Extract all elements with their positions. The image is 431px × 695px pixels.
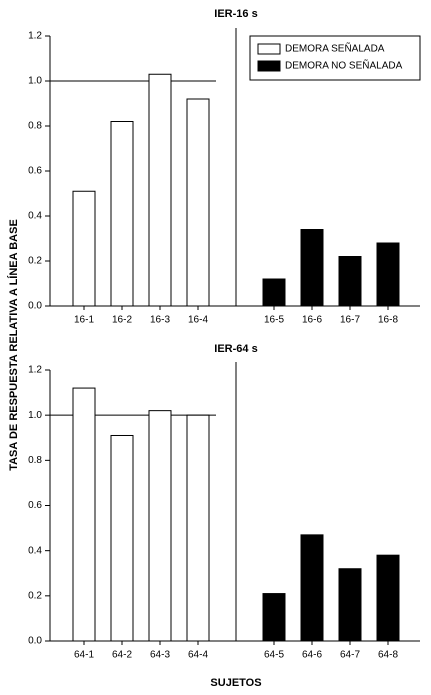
x-tick-label: 64-1 — [74, 650, 94, 661]
x-tick-label: 16-3 — [150, 315, 170, 326]
bar — [376, 242, 400, 307]
x-tick-label: 16-7 — [340, 315, 360, 326]
legend-label: DEMORA SEÑALADA — [285, 42, 385, 55]
x-tick-label: 64-4 — [188, 650, 208, 661]
legend-swatch — [257, 60, 281, 72]
chart-title: IER-16 s — [214, 8, 257, 20]
y-tick-label: 1.2 — [28, 31, 42, 42]
y-tick-label: 0.8 — [28, 455, 42, 466]
bar — [148, 410, 172, 642]
y-axis-label: TASA DE RESPUESTA RELATIVA A LÍNEA BASE — [7, 219, 20, 471]
bar — [262, 593, 286, 642]
y-tick-label: 0.2 — [28, 590, 42, 601]
x-tick-label: 64-5 — [264, 650, 284, 661]
legend-swatch — [257, 43, 281, 55]
y-tick-label: 1.2 — [28, 365, 42, 376]
y-tick-label: 0.6 — [28, 166, 42, 177]
x-tick-label: 64-3 — [150, 650, 170, 661]
x-tick-label: 64-8 — [378, 650, 398, 661]
bar — [110, 121, 134, 307]
y-tick-label: 0.4 — [28, 211, 42, 222]
y-tick-label: 0.6 — [28, 500, 42, 511]
bar — [186, 98, 210, 307]
x-tick-label: 16-4 — [188, 315, 208, 326]
legend-box — [249, 35, 421, 81]
x-tick-label: 64-2 — [112, 650, 132, 661]
bar — [300, 229, 324, 307]
y-tick-label: 0.8 — [28, 121, 42, 132]
x-tick-label: 16-2 — [112, 315, 132, 326]
y-tick-label: 0.0 — [28, 301, 42, 312]
legend-label: DEMORA NO SEÑALADA — [285, 59, 403, 72]
y-tick-label: 0.2 — [28, 256, 42, 267]
x-tick-label: 64-7 — [340, 650, 360, 661]
x-tick-label: 16-1 — [74, 315, 94, 326]
bar — [262, 278, 286, 307]
x-tick-label: 64-6 — [302, 650, 322, 661]
x-tick-label: 16-5 — [264, 315, 284, 326]
bar — [300, 534, 324, 642]
bar — [338, 256, 362, 307]
bar — [338, 568, 362, 642]
bar — [72, 190, 96, 307]
bar — [148, 73, 172, 307]
y-tick-label: 0.0 — [28, 636, 42, 647]
x-tick-label: 16-8 — [378, 315, 398, 326]
chart-title: IER-64 s — [214, 343, 257, 355]
bar — [376, 554, 400, 642]
y-tick-label: 1.0 — [28, 76, 42, 87]
bar — [186, 414, 210, 642]
x-tick-label: 16-6 — [302, 315, 322, 326]
y-tick-label: 0.4 — [28, 545, 42, 556]
x-axis-label: SUJETOS — [210, 677, 261, 689]
y-tick-label: 1.0 — [28, 410, 42, 421]
bar — [72, 387, 96, 642]
bar — [110, 434, 134, 642]
